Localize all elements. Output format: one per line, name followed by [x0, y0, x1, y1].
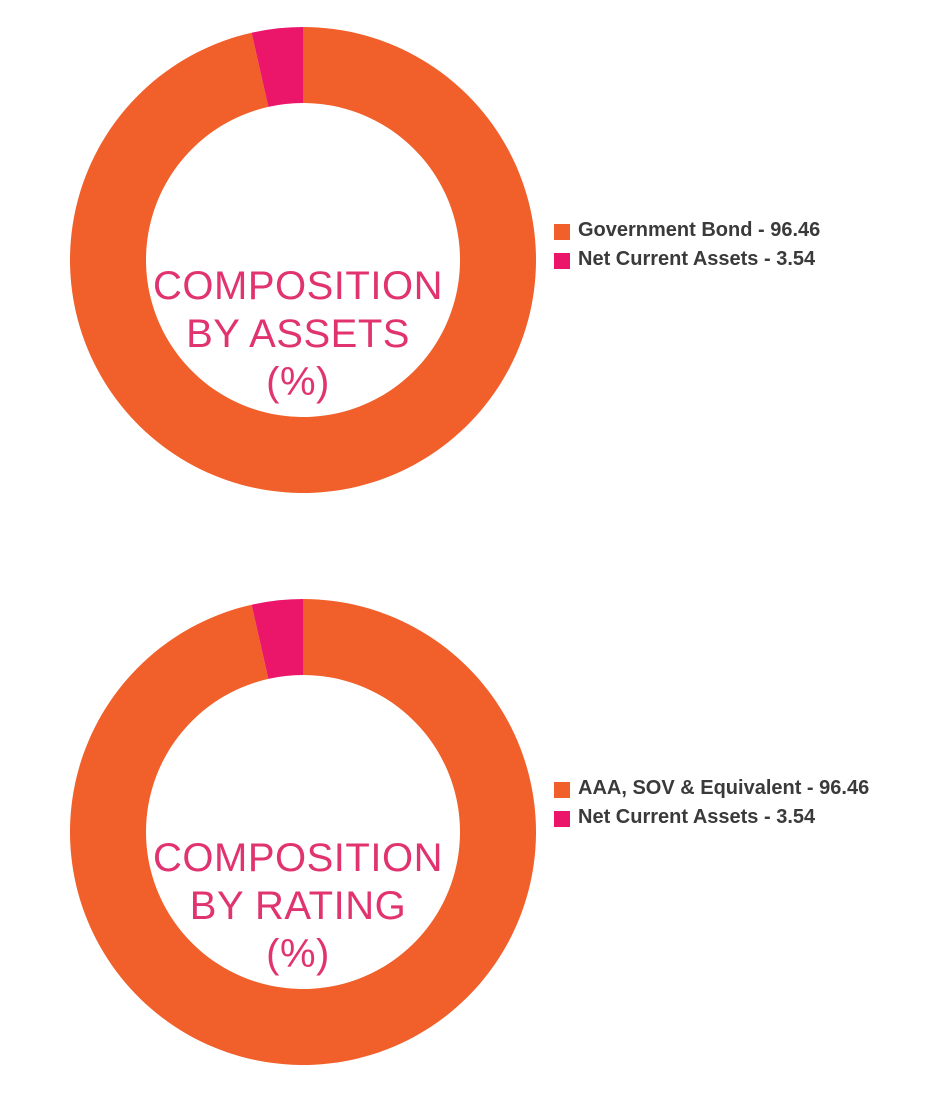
- legend: AAA, SOV & Equivalent - 96.46 Net Curren…: [554, 774, 884, 832]
- center-title-line-2: BY ASSETS: [186, 312, 410, 356]
- center-title-line-1: COMPOSITION: [153, 264, 443, 308]
- legend-item-net-current-assets: Net Current Assets - 3.54: [554, 245, 884, 274]
- legend-item-government-bond: Government Bond - 96.46: [554, 216, 884, 245]
- center-title-line-1: COMPOSITION: [153, 836, 443, 880]
- donut-slice-primary: [70, 27, 536, 493]
- donut-slice-secondary: [251, 27, 303, 107]
- legend-swatch-primary: [554, 782, 570, 798]
- legend-label: Government Bond - 96.46: [578, 219, 821, 241]
- donut-center-title: COMPOSITION BY RATING (%): [128, 834, 468, 978]
- donut-slice-primary: [70, 599, 536, 1065]
- donut-chart-rating: [70, 599, 536, 1065]
- legend-label: Net Current Assets - 3.54: [578, 248, 816, 270]
- chart-composition-by-rating: COMPOSITION BY RATING (%) AAA, SOV & Equ…: [0, 572, 927, 1092]
- legend-swatch-primary: [554, 224, 570, 240]
- center-title-line-3: (%): [266, 360, 330, 404]
- donut-slice-secondary: [251, 599, 303, 679]
- donut-center-title: COMPOSITION BY ASSETS (%): [128, 262, 468, 406]
- chart-composition-by-assets: COMPOSITION BY ASSETS (%) Government Bon…: [0, 0, 927, 520]
- legend-label: AAA, SOV & Equivalent - 96.46: [578, 777, 870, 799]
- legend-swatch-secondary: [554, 253, 570, 269]
- legend-item-net-current-assets: Net Current Assets - 3.54: [554, 803, 884, 832]
- center-title-line-3: (%): [266, 932, 330, 976]
- legend-item-aaa-sov-equivalent: AAA, SOV & Equivalent - 96.46: [554, 774, 884, 803]
- legend-label: Net Current Assets - 3.54: [578, 806, 816, 828]
- donut-chart-assets: [70, 27, 536, 493]
- legend-swatch-secondary: [554, 811, 570, 827]
- legend: Government Bond - 96.46 Net Current Asse…: [554, 216, 884, 274]
- center-title-line-2: BY RATING: [189, 884, 407, 928]
